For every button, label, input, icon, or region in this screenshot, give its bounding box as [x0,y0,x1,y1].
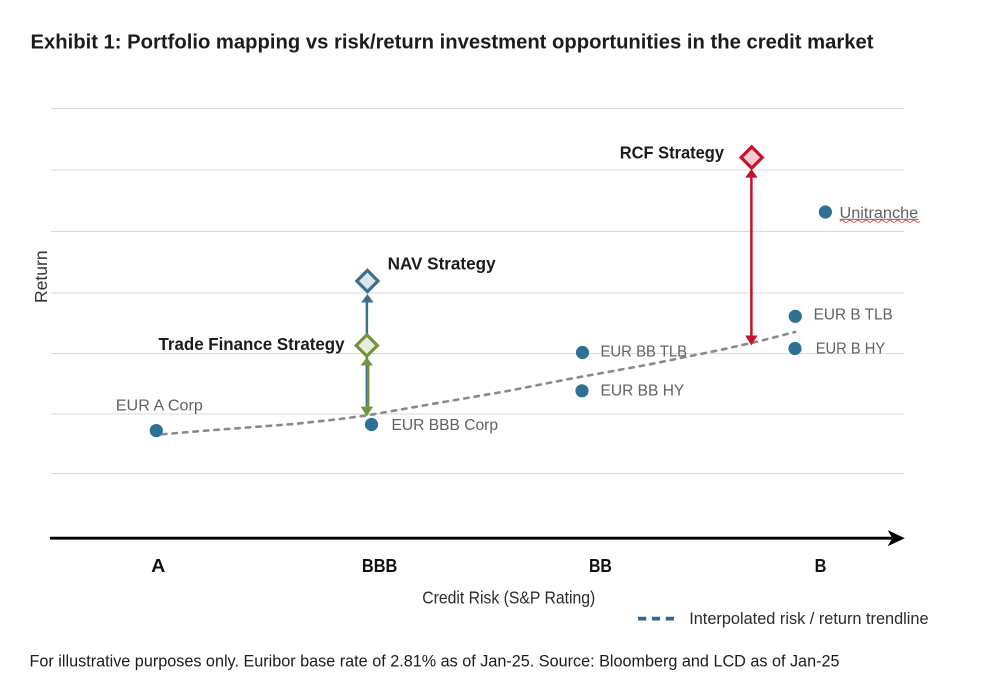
svg-text:Unitranche: Unitranche [840,205,919,222]
svg-text:EUR BB HY: EUR BB HY [601,383,685,400]
svg-text:NAV Strategy: NAV Strategy [388,254,496,274]
svg-text:For illustrative purposes only: For illustrative purposes only. Euribor … [30,653,840,671]
svg-text:BB: BB [589,555,612,576]
svg-text:BBB: BBB [362,555,397,576]
svg-text:EUR A Corp: EUR A Corp [116,398,203,415]
svg-text:Return: Return [31,250,51,303]
svg-text:Interpolated risk / return tre: Interpolated risk / return trendline [689,609,928,628]
svg-text:RCF Strategy: RCF Strategy [620,143,725,163]
svg-text:A: A [151,555,165,576]
svg-text:EUR B HY: EUR B HY [816,341,886,358]
svg-text:Exhibit 1: Portfolio mapping v: Exhibit 1: Portfolio mapping vs risk/ret… [31,32,874,54]
svg-text:EUR B TLB: EUR B TLB [814,307,893,324]
svg-text:Credit Risk (S&P Rating): Credit Risk (S&P Rating) [422,588,595,608]
svg-text:EUR BBB Corp: EUR BBB Corp [392,417,499,434]
svg-text:EUR BB TLB: EUR BB TLB [601,343,688,360]
svg-text:Trade Finance Strategy: Trade Finance Strategy [159,334,345,354]
svg-text:B: B [815,555,827,576]
